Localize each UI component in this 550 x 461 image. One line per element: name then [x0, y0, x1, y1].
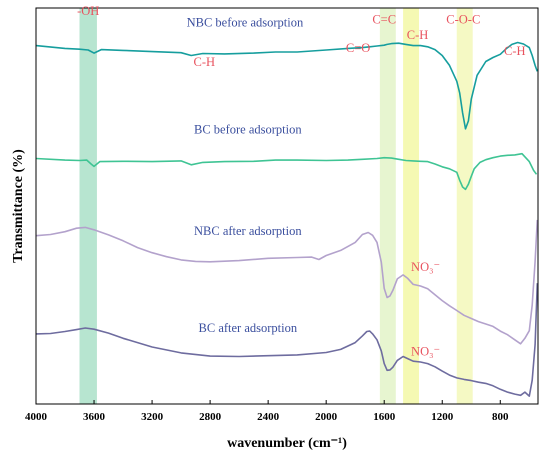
x-tick-label-0: 4000 — [25, 411, 48, 423]
x-tick-label-8: 800 — [492, 411, 509, 423]
x-tick-label-1: 3600 — [83, 411, 106, 423]
highlight-band-1 — [379, 8, 396, 404]
band-annotation-3: C=C — [372, 12, 396, 26]
band-annotation-2: C=O — [346, 41, 370, 55]
plot-frame — [35, 7, 539, 405]
highlight-band-3 — [456, 8, 473, 404]
x-tick-label-3: 2800 — [199, 411, 222, 423]
series-group — [35, 41, 539, 397]
series-line-0 — [35, 41, 539, 130]
band-annotation-1: C-H — [194, 55, 216, 69]
band-annotation-7: NO₃⁻ — [411, 260, 440, 274]
highlight-band-0 — [79, 8, 97, 404]
band-annotation-5: C-O-C — [446, 12, 480, 26]
band-annotation-8: NO₃⁻ — [411, 345, 440, 359]
series-label-1: BC before adsorption — [194, 123, 302, 137]
annotation-group: -OH C-H C=O C=C C-H C-O-C C-H NO₃⁻ NO₃⁻ — [77, 4, 525, 359]
band-annotation-0: -OH — [77, 4, 99, 18]
series-label-group: NBC before adsorption BC before adsorptio… — [187, 16, 304, 335]
band-group — [79, 8, 473, 404]
series-label-2: NBC after adsorption — [194, 224, 302, 238]
series-line-3 — [35, 283, 539, 397]
x-tick-label-5: 2000 — [315, 411, 338, 423]
series-line-2 — [35, 219, 539, 345]
x-tick-label-7: 1200 — [431, 411, 454, 423]
series-line-1 — [35, 152, 538, 191]
y-axis-label: Transmittance (%) — [11, 149, 26, 263]
series-label-0: NBC before adsorption — [187, 16, 304, 30]
x-tick-label-6: 1600 — [373, 411, 396, 423]
x-axis-label: wavenumber (cm⁻¹) — [227, 436, 347, 451]
band-annotation-6: C-H — [504, 44, 526, 58]
series-label-3: BC after adsorption — [199, 321, 298, 335]
x-tick-label-4: 2400 — [257, 411, 280, 423]
x-tick-label-2: 3200 — [141, 411, 164, 423]
band-annotation-4: C-H — [407, 28, 429, 42]
highlight-band-2 — [403, 8, 420, 404]
x-tick-group: 4000 3600 3200 2800 2400 2000 1600 1200 800 — [25, 400, 509, 423]
